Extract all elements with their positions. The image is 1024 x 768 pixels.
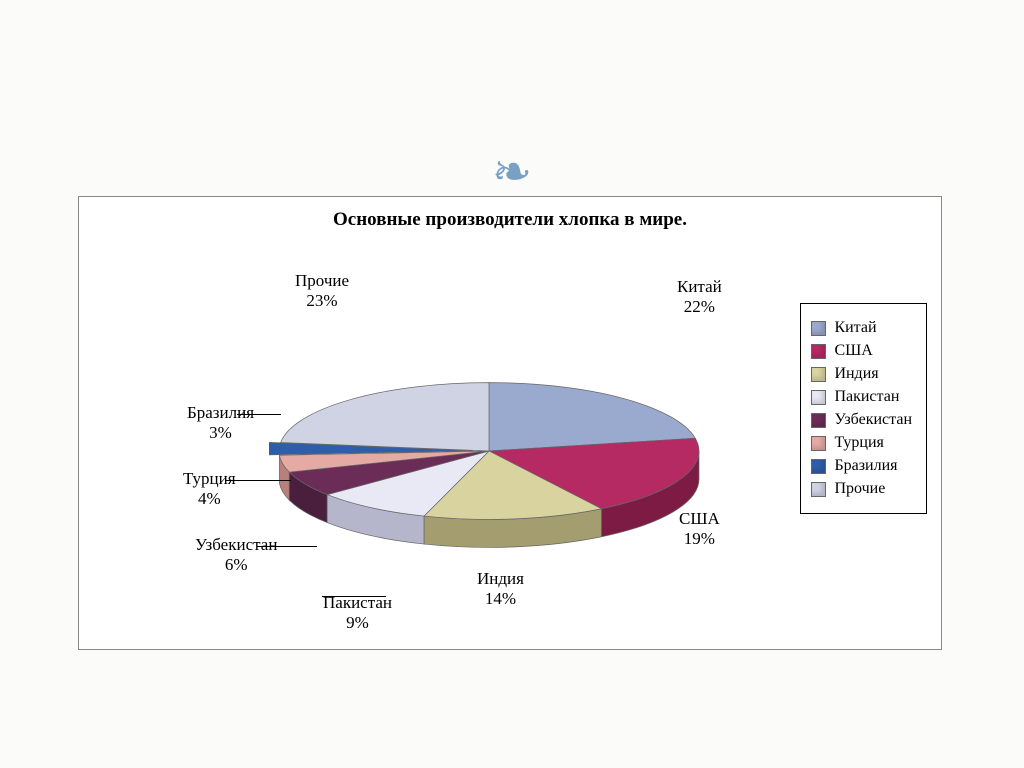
legend-swatch: [811, 436, 826, 451]
leader-line: [225, 480, 291, 481]
legend-label: Прочие: [834, 480, 885, 498]
legend-swatch: [811, 390, 826, 405]
data-label: Прочие23%: [295, 271, 349, 312]
legend-item: Индия: [811, 365, 912, 383]
legend-swatch: [811, 413, 826, 428]
data-label: США19%: [679, 509, 720, 550]
legend-label: Индия: [834, 365, 878, 383]
legend-item: Узбекистан: [811, 411, 912, 429]
legend-label: Турция: [834, 434, 883, 452]
legend-item: Бразилия: [811, 457, 912, 475]
legend-label: Бразилия: [834, 457, 897, 475]
chart-title: Основные производители хлопка в мире.: [79, 209, 941, 231]
legend-item: Пакистан: [811, 388, 912, 406]
leader-line: [322, 596, 386, 597]
data-label: Пакистан9%: [323, 593, 392, 634]
data-label: Турция4%: [183, 469, 236, 510]
data-label: Индия14%: [477, 569, 524, 610]
legend-label: Узбекистан: [834, 411, 912, 429]
data-label: Узбекистан6%: [195, 535, 277, 576]
chart-container: Основные производители хлопка в мире. Ки…: [78, 196, 942, 650]
legend-item: США: [811, 342, 912, 360]
legend-swatch: [811, 344, 826, 359]
legend-label: США: [834, 342, 872, 360]
legend-swatch: [811, 367, 826, 382]
flourish-icon: ❧: [492, 144, 532, 200]
slide: ❧ Основные производители хлопка в мире. …: [0, 0, 1024, 768]
legend-swatch: [811, 459, 826, 474]
legend-item: Китай: [811, 319, 912, 337]
legend-label: Пакистан: [834, 388, 899, 406]
leader-line: [257, 546, 317, 547]
data-label: Китай22%: [677, 277, 722, 318]
legend-item: Прочие: [811, 480, 912, 498]
legend-label: Китай: [834, 319, 876, 337]
leader-line: [237, 414, 281, 415]
legend-swatch: [811, 482, 826, 497]
legend-swatch: [811, 321, 826, 336]
data-label: Бразилия3%: [187, 403, 254, 444]
legend: Китай США Индия Пакистан Узбекистан Турция Бра…: [800, 303, 927, 514]
legend-item: Турция: [811, 434, 912, 452]
